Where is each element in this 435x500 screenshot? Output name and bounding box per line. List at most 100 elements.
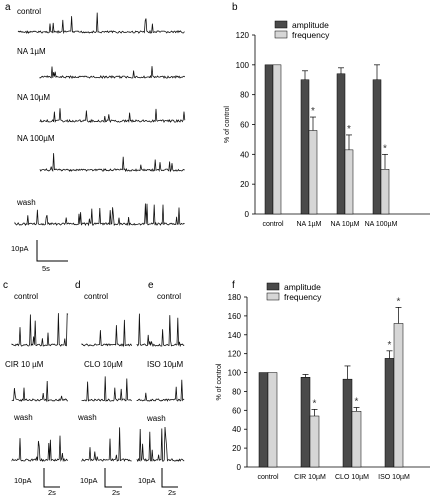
- significance-star: *: [347, 124, 351, 135]
- trace-d-wash: [81, 427, 132, 463]
- y-tick-label: 60: [232, 406, 241, 415]
- x-tick-label: NA 10µM: [331, 221, 360, 228]
- y-axis-label: % of control: [216, 363, 223, 400]
- legend-swatch-amplitude: [266, 282, 280, 291]
- trace-label-e-control: control: [157, 292, 182, 301]
- panel-label-b: b: [232, 2, 238, 13]
- trace-label-e-wash: wash: [147, 414, 166, 423]
- panel-label-e: e: [148, 280, 154, 291]
- scalebar-d-y-label: 10pA: [80, 476, 98, 485]
- trace-wash: [14, 203, 185, 227]
- scalebar-a-x-label: 5s: [42, 264, 50, 273]
- legend-label-amplitude: amplitude: [284, 282, 321, 292]
- legend-swatch-amplitude: [274, 20, 288, 29]
- x-tick-label: NA 1µM: [296, 221, 321, 228]
- trace-control: [17, 12, 185, 35]
- trace-d-drug: [81, 376, 132, 402]
- y-tick-label: 20: [232, 444, 241, 453]
- legend-label-amplitude: amplitude: [292, 20, 329, 30]
- significance-star: *: [313, 398, 317, 409]
- x-tick-label: NA 100µM: [365, 221, 398, 228]
- y-tick-label: 120: [236, 31, 250, 40]
- panel-label-a: a: [5, 2, 11, 13]
- x-tick-label: control: [257, 474, 278, 481]
- bar-frequency: [351, 411, 362, 468]
- trace-c-control: [11, 313, 69, 347]
- panel-label-f: f: [232, 280, 235, 291]
- y-tick-label: 60: [240, 121, 249, 130]
- bar-amplitude: [384, 358, 395, 468]
- y-tick-label: 160: [228, 312, 242, 321]
- y-tick-label: 80: [232, 387, 241, 396]
- y-tick-label: 100: [236, 61, 250, 70]
- trace-label-c-wash: wash: [14, 413, 33, 422]
- trace-e-drug: [136, 379, 185, 402]
- trace-label-na10: NA 10µM: [17, 93, 51, 102]
- x-tick-label: control: [262, 221, 283, 228]
- trace-label-na1: NA 1µM: [17, 47, 46, 56]
- trace-d-control: [81, 319, 132, 348]
- bar-frequency: [309, 415, 320, 468]
- significance-star: *: [388, 340, 392, 351]
- trace-label-e-iso: ISO 10µM: [147, 360, 184, 369]
- scalebar-a: [36, 240, 68, 262]
- y-tick-label: 20: [240, 180, 249, 189]
- bar-amplitude: [342, 378, 353, 468]
- significance-star: *: [311, 106, 315, 117]
- panel-label-c: c: [3, 280, 8, 291]
- trace-label-d-clo: CLO 10µM: [84, 360, 123, 369]
- scalebar-e-y-label: 10pA: [138, 476, 156, 485]
- legend-label-frequency: frequency: [292, 30, 330, 40]
- scalebar-c-y-label: 10pA: [14, 476, 32, 485]
- significance-star: *: [355, 397, 359, 408]
- bar-frequency: [267, 372, 278, 468]
- scalebar-e-x-label: 2s: [168, 488, 176, 497]
- trace-label-d-control: control: [84, 292, 109, 301]
- trace-na-1um: [39, 66, 186, 79]
- scalebar-d: [104, 468, 122, 488]
- y-tick-label: 0: [237, 463, 242, 472]
- y-tick-label: 80: [240, 91, 249, 100]
- x-tick-label: ISO 10µM: [378, 474, 410, 481]
- bar-amplitude: [300, 377, 311, 468]
- scalebar-e: [161, 468, 178, 488]
- x-tick-label: CLO 10µM: [335, 474, 369, 481]
- scalebar-d-x-label: 2s: [112, 488, 120, 497]
- significance-star: *: [397, 296, 401, 307]
- scalebar-a-y-label: 10pA: [11, 244, 29, 253]
- trace-c-wash: [11, 435, 69, 463]
- significance-star: *: [383, 143, 387, 154]
- trace-label-c-cir: CIR 10 µM: [5, 360, 44, 369]
- bar-frequency: [393, 323, 404, 468]
- trace-label-wash: wash: [17, 198, 36, 207]
- scalebar-c: [43, 468, 60, 488]
- trace-label-c-control: control: [14, 292, 39, 301]
- legend-swatch-frequency: [274, 30, 288, 39]
- y-tick-label: 140: [228, 331, 242, 340]
- legend-swatch-frequency: [266, 292, 280, 301]
- y-tick-label: 100: [228, 369, 242, 378]
- y-tick-label: 40: [232, 425, 241, 434]
- bar-frequency: [272, 64, 282, 215]
- trace-na-100um: [39, 153, 185, 173]
- y-tick-label: 0: [245, 210, 250, 219]
- trace-e-wash: [136, 426, 185, 463]
- y-tick-label: 40: [240, 150, 249, 159]
- legend-label-frequency: frequency: [284, 292, 322, 302]
- x-tick-label: CIR 10µM: [294, 474, 326, 481]
- y-axis-label: % of control: [224, 106, 231, 143]
- trace-label-d-wash: wash: [78, 413, 97, 422]
- trace-e-control: [136, 313, 185, 348]
- trace-label-control: control: [17, 7, 42, 16]
- scalebar-c-x-label: 2s: [48, 488, 56, 497]
- panel-label-d: d: [75, 280, 81, 291]
- bar-amplitude: [258, 372, 269, 468]
- trace-c-drug: [11, 380, 68, 403]
- trace-na-10um: [39, 108, 186, 124]
- trace-label-na100: NA 100µM: [17, 134, 55, 143]
- y-tick-label: 120: [228, 350, 242, 359]
- y-tick-label: 180: [228, 293, 242, 302]
